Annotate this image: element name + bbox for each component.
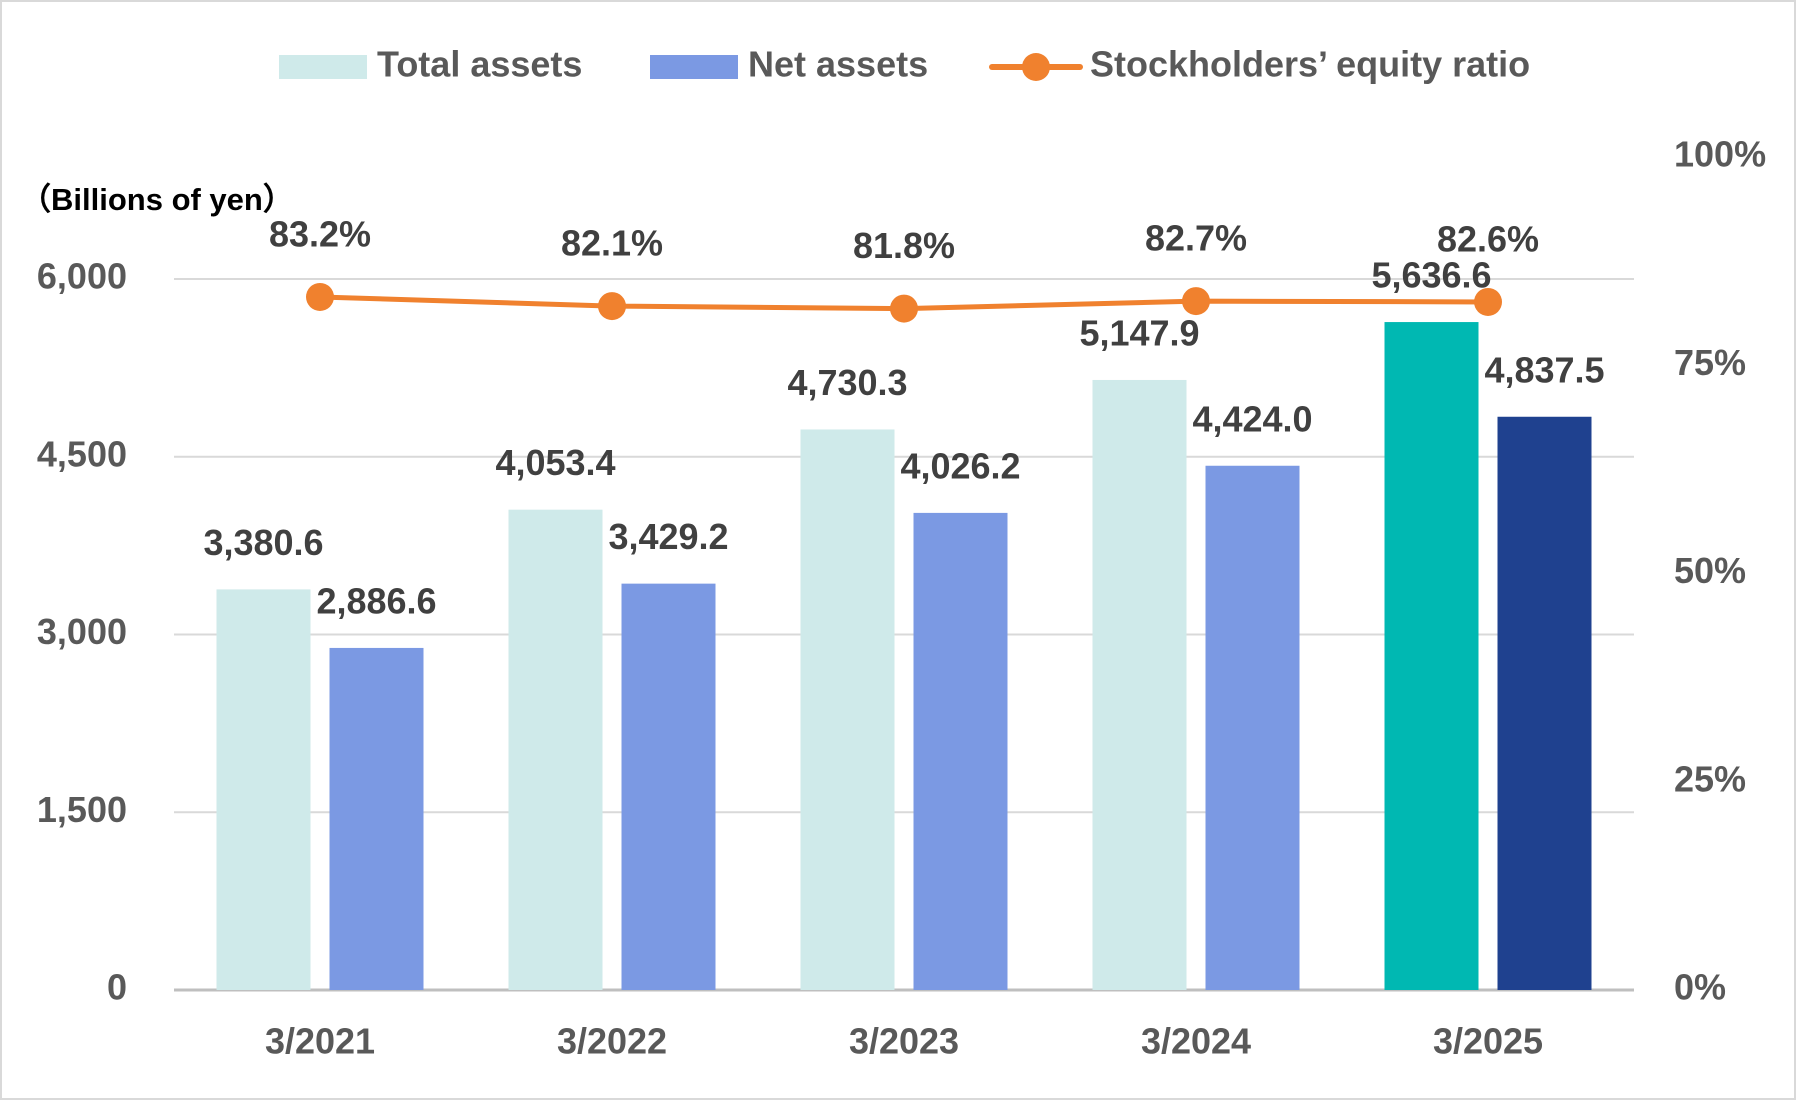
net-assets-data-label: 4,424.0	[1192, 398, 1312, 439]
x-tick-label: 3/2025	[1433, 1021, 1543, 1062]
net-assets-bar	[1205, 465, 1300, 991]
legend-label: Net assets	[748, 44, 928, 85]
left-axis-label: （Billions of yen）	[20, 182, 294, 217]
net-assets-data-label: 3,429.2	[608, 516, 728, 557]
net-assets-data-label: 4,026.2	[900, 445, 1020, 486]
equity-ratio-data-label: 82.6%	[1437, 218, 1539, 259]
legend-item: Net assets	[650, 44, 928, 85]
total-assets-data-label: 5,636.6	[1371, 255, 1491, 296]
equity-ratio-data-label: 82.7%	[1145, 218, 1247, 259]
equity-ratio-marker	[890, 294, 918, 323]
equity-ratio-data-label: 82.1%	[561, 223, 663, 264]
net-assets-data-label: 4,837.5	[1484, 349, 1604, 390]
net-assets-bar	[329, 647, 424, 990]
total-assets-bar	[216, 589, 311, 990]
line-layer	[306, 282, 1502, 323]
total-assets-legend-swatch	[279, 55, 367, 79]
net-assets-legend-swatch	[650, 55, 738, 79]
net-assets-bar	[621, 583, 716, 990]
legend-item: Total assets	[279, 44, 582, 85]
right-y-tick-label: 25%	[1674, 758, 1746, 799]
x-tick-label: 3/2021	[265, 1021, 375, 1062]
x-tick-label: 3/2024	[1141, 1021, 1251, 1062]
equity-ratio-data-label: 83.2%	[269, 213, 371, 254]
equity-ratio-marker	[1474, 287, 1502, 316]
equity-ratio-marker	[598, 292, 626, 321]
right-y-tick-label: 50%	[1674, 550, 1746, 591]
right-y-tick-label: 100%	[1674, 134, 1766, 175]
total-assets-data-label: 4,053.4	[495, 442, 615, 483]
left-y-tick-label: 6,000	[37, 256, 127, 297]
left-y-tick-label: 0	[107, 967, 127, 1008]
total-assets-bar	[800, 429, 895, 990]
equity-ratio-marker	[1182, 287, 1210, 316]
x-tick-label: 3/2023	[849, 1021, 959, 1062]
total-assets-bar	[1384, 322, 1479, 991]
x-tick-label: 3/2022	[557, 1021, 667, 1062]
legend-label: Total assets	[377, 44, 582, 85]
left-y-tick-label: 4,500	[37, 433, 127, 474]
left-y-tick-label: 3,000	[37, 611, 127, 652]
equity-ratio-marker	[306, 282, 334, 311]
legend: Total assets Net assets Stockholders’ equi…	[279, 44, 1530, 85]
total-assets-data-label: 3,380.6	[203, 522, 323, 563]
equity-ratio-data-label: 81.8%	[853, 225, 955, 266]
total-assets-data-label: 4,730.3	[787, 362, 907, 403]
legend-label: Stockholders’ equity ratio	[1090, 44, 1530, 85]
equity-ratio-legend-marker	[1022, 53, 1050, 81]
net-assets-bar	[1497, 416, 1592, 991]
label-layer: 3,380.6 4,053.4 4,730.3 5,147.9 5,636.6 2,886…	[203, 213, 1604, 621]
left-y-tick-label: 1,500	[37, 789, 127, 830]
right-y-tick-label: 0%	[1674, 967, 1726, 1008]
axis-layer: 0 1,500 3,000 4,500 6,000 0% 25% 50% 75% 100% （Bil…	[20, 134, 1766, 1062]
net-assets-data-label: 2,886.6	[316, 580, 436, 621]
total-assets-data-label: 5,147.9	[1079, 312, 1199, 353]
net-assets-bar	[913, 512, 1008, 990]
bar-layer	[216, 322, 1592, 991]
total-assets-bar	[1092, 379, 1187, 990]
total-assets-bar	[508, 509, 603, 990]
right-y-tick-label: 75%	[1674, 342, 1746, 383]
legend-item: Stockholders’ equity ratio	[989, 44, 1530, 85]
